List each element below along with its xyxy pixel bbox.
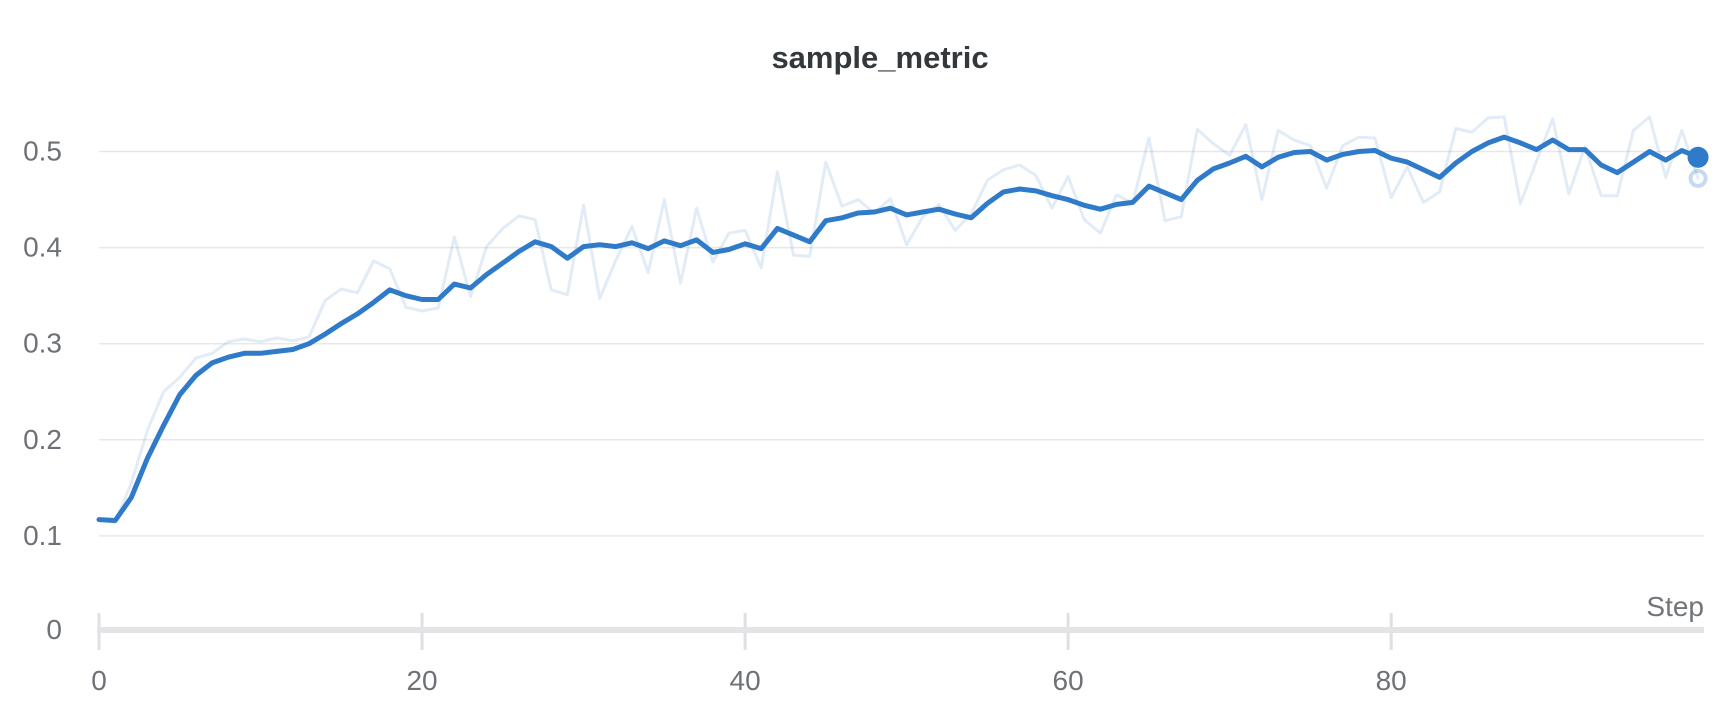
raw-last-point-marker xyxy=(1688,168,1708,188)
x-axis-label: Step xyxy=(1646,591,1704,622)
y-tick-label: 0.1 xyxy=(23,520,62,551)
chart-title: sample_metric xyxy=(771,40,988,75)
data-series xyxy=(96,115,1709,524)
raw-metric-line xyxy=(97,115,1700,524)
y-axis-tick-labels: 0 0.1 0.2 0.3 0.4 0.5 xyxy=(23,136,62,646)
y-tick-label: 0.4 xyxy=(23,232,62,263)
x-axis-baseline xyxy=(97,627,1704,633)
y-tick-label: 0.5 xyxy=(23,136,62,167)
gridlines xyxy=(99,150,1704,537)
y-tick-label: 0.2 xyxy=(23,424,62,455)
x-tick-label: 60 xyxy=(1053,665,1084,696)
x-axis-tick-labels: 0 20 40 60 80 xyxy=(91,665,1407,696)
y-tick-label: 0 xyxy=(46,614,62,645)
x-tick-label: 40 xyxy=(730,665,761,696)
y-tick-label: 0.3 xyxy=(23,328,62,359)
smoothed-last-point-marker xyxy=(1687,146,1709,168)
x-tick-label: 0 xyxy=(91,665,107,696)
x-tick-label: 80 xyxy=(1376,665,1407,696)
smoothed-metric-line xyxy=(96,134,1701,523)
x-tick-label: 20 xyxy=(406,665,437,696)
x-axis xyxy=(97,613,1704,650)
